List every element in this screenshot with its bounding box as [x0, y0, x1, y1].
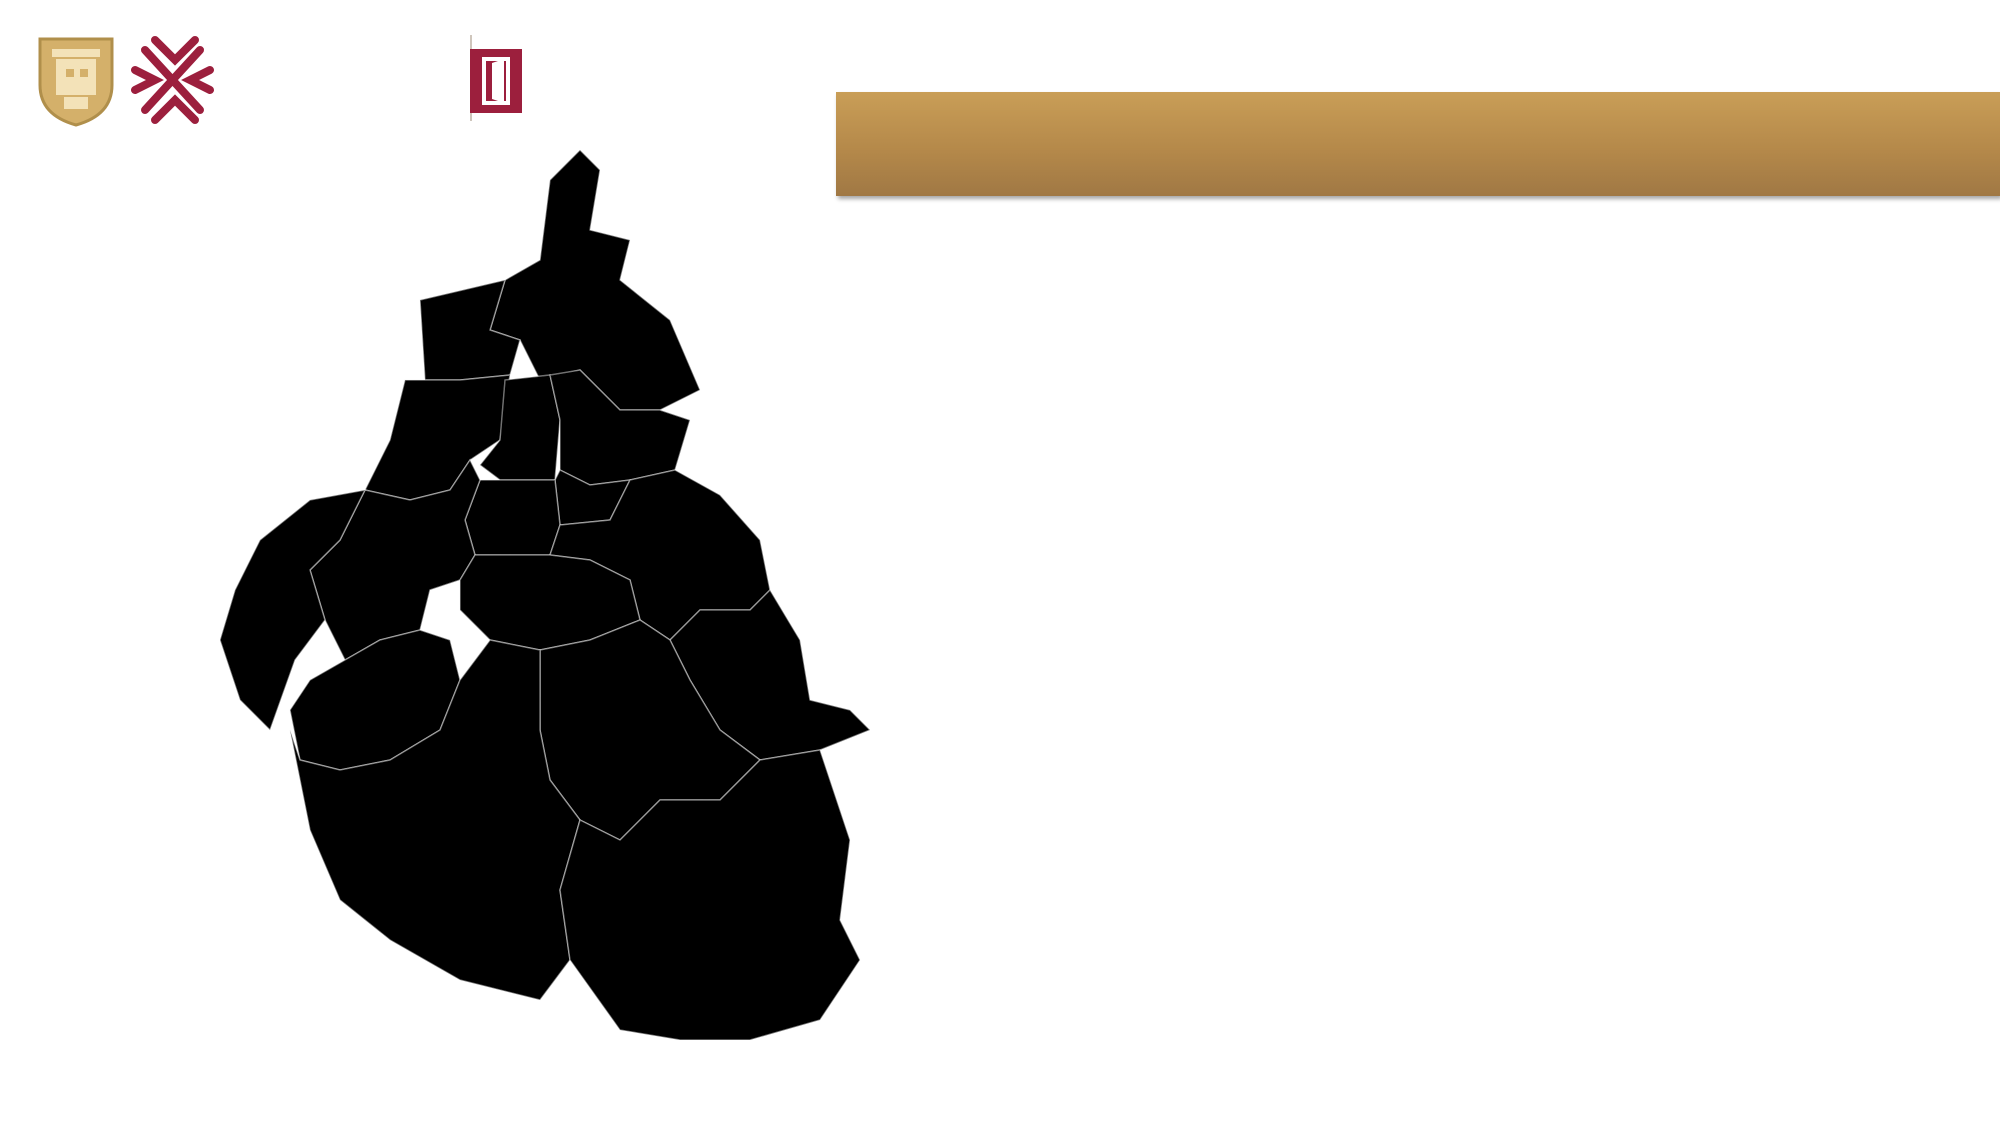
region-gustavo-a-madero	[489, 148, 701, 411]
region-tlalpan	[289, 639, 581, 1001]
title-banner	[836, 92, 2000, 196]
iapa-logo-icon	[470, 49, 522, 113]
region-benito-juarez	[464, 479, 561, 556]
region-milpa-alta	[559, 749, 861, 1041]
pie-chart	[980, 400, 1980, 900]
coat-of-arms-icon	[38, 37, 114, 127]
region-cuajimalpa	[219, 488, 367, 732]
cdmx-logo-icon	[131, 36, 214, 124]
cdmx-choropleth-map	[219, 148, 872, 1041]
header-logos	[30, 30, 790, 130]
